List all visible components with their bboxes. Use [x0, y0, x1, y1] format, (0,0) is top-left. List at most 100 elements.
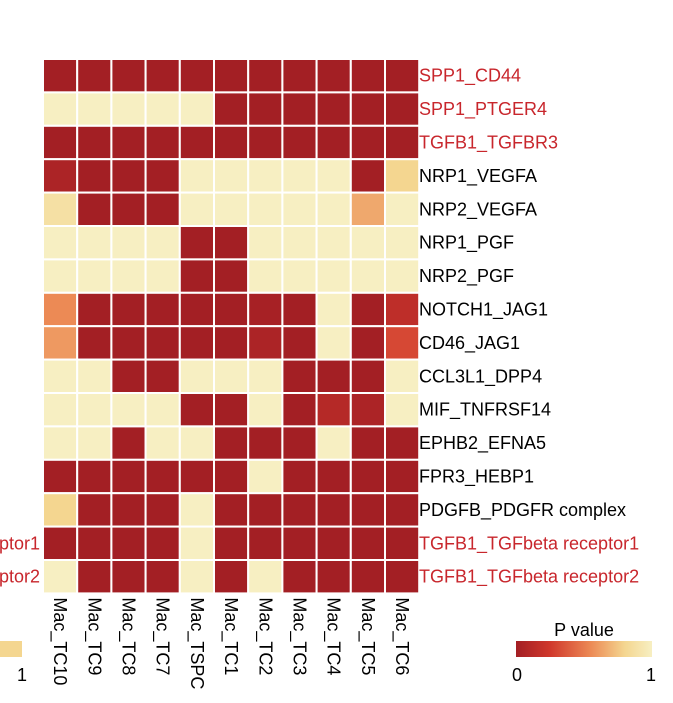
- heatmap-cell: [144, 325, 181, 361]
- left-legend-bar-fragment: [0, 641, 22, 657]
- heatmap-cell: [110, 458, 147, 495]
- heatmap-cell: [349, 158, 386, 194]
- heatmap-cell: [281, 425, 318, 461]
- column-labels: Mac_TC10 Mac_TC9 Mac_TC8 Mac_TC7 Mac_TSPC Mac…: [49, 597, 412, 689]
- heatmap-cell: [76, 325, 113, 361]
- heatmap-cell: [213, 124, 250, 161]
- heatmap-cell: [42, 425, 79, 461]
- heatmap-cell: [144, 492, 181, 528]
- heatmap-cell: [247, 191, 284, 228]
- heatmap-cell: [110, 525, 147, 561]
- heatmap-cell: [315, 291, 352, 328]
- heatmap-cell: [213, 358, 250, 395]
- column-label: Mac_TC4: [323, 597, 344, 675]
- legend-colorbar: [516, 641, 652, 657]
- pvalue-legend: P value 0 1: [512, 620, 656, 685]
- heatmap-cell: [349, 91, 386, 127]
- heatmap-cell: [349, 458, 386, 495]
- heatmap-cell: [110, 91, 147, 127]
- heatmap-cell: [247, 392, 284, 428]
- heatmap-cell: [213, 492, 250, 528]
- heatmap-cell: [178, 458, 216, 495]
- heatmap-cell: [42, 559, 79, 595]
- heatmap-cell: [247, 425, 284, 461]
- heatmap-cell: [315, 492, 352, 528]
- row-labels: SPP1_CD44 SPP1_PTGER4 TGFB1_TGFBR3 NRP1_VEG…: [419, 66, 639, 588]
- heatmap-cell: [247, 58, 284, 94]
- heatmap-cell: [178, 425, 216, 461]
- heatmap-cell: [110, 492, 147, 528]
- heatmap-cell: [178, 492, 216, 528]
- heatmap-cell: [178, 325, 216, 361]
- heatmap-cell: [349, 492, 386, 528]
- heatmap-cell: [42, 325, 79, 361]
- heatmap-cell: [76, 425, 113, 461]
- heatmap-cell: [349, 559, 386, 595]
- heatmap-cell: [247, 91, 284, 127]
- heatmap-cell: [247, 492, 284, 528]
- heatmap-cell: [384, 258, 421, 294]
- cropped-row-label-fragment: ptor1: [0, 533, 40, 553]
- column-label: Mac_TC5: [357, 597, 378, 675]
- column-label: Mac_TC8: [118, 597, 139, 675]
- row-label: NRP2_VEGFA: [419, 199, 537, 220]
- column-label: Mac_TC10: [49, 597, 70, 685]
- heatmap-cell: [315, 559, 352, 595]
- heatmap-cell: [349, 325, 386, 361]
- heatmap-cell: [315, 191, 352, 228]
- heatmap-cell: [144, 458, 181, 495]
- heatmap-cell: [349, 258, 386, 294]
- row-label: NRP2_PGF: [419, 266, 514, 287]
- heatmap-cell: [384, 91, 421, 127]
- heatmap-cell: [178, 559, 216, 595]
- heatmap-cell: [76, 158, 113, 194]
- heatmap-cell: [144, 191, 181, 228]
- heatmap-cell: [315, 458, 352, 495]
- left-edge-fragments: ptor1 ptor2: [0, 533, 40, 586]
- heatmap-cell: [384, 124, 421, 161]
- heatmap-cell: [110, 191, 147, 228]
- heatmap-cell: [178, 58, 216, 94]
- heatmap-cell: [384, 525, 421, 561]
- heatmap-cell: [281, 392, 318, 428]
- heatmap-cell: [76, 124, 113, 161]
- row-label: CCL3L1_DPP4: [419, 366, 542, 387]
- heatmap-cell: [384, 325, 421, 361]
- heatmap-cell: [213, 425, 250, 461]
- heatmap-cell: [42, 91, 79, 127]
- heatmap-cell: [247, 291, 284, 328]
- heatmap-cell: [281, 325, 318, 361]
- heatmap-cell: [247, 525, 284, 561]
- heatmap-cell: [213, 225, 250, 261]
- heatmap-cell: [315, 158, 352, 194]
- heatmap-cell: [315, 258, 352, 294]
- heatmap-cell: [144, 559, 181, 595]
- heatmap-cell: [315, 425, 352, 461]
- heatmap-cell: [384, 58, 421, 94]
- heatmap-cell: [281, 525, 318, 561]
- row-label: TGFB1_TGFBR3: [419, 133, 558, 154]
- heatmap-cell: [110, 325, 147, 361]
- column-label: Mac_TC9: [83, 597, 104, 675]
- heatmap-cell: [247, 559, 284, 595]
- heatmap-cell: [281, 492, 318, 528]
- heatmap-cell: [144, 58, 181, 94]
- heatmap-cell: [110, 358, 147, 395]
- heatmap-cell: [247, 458, 284, 495]
- row-label: SPP1_PTGER4: [419, 99, 547, 120]
- row-label: SPP1_CD44: [419, 66, 521, 87]
- row-label: FPR3_HEBP1: [419, 467, 534, 488]
- left-legend-max-label: 1: [17, 665, 27, 685]
- heatmap-cell: [76, 392, 113, 428]
- heatmap-cell: [178, 124, 216, 161]
- heatmap-cell: [178, 525, 216, 561]
- heatmap-cell: [144, 91, 181, 127]
- heatmap-cell: [281, 58, 318, 94]
- heatmap-cell: [110, 425, 147, 461]
- heatmap-cell: [213, 325, 250, 361]
- heatmap-cell: [110, 291, 147, 328]
- heatmap-cell: [213, 458, 250, 495]
- heatmap-cell: [213, 525, 250, 561]
- heatmap-cell: [384, 425, 421, 461]
- heatmap-cell: [384, 291, 421, 328]
